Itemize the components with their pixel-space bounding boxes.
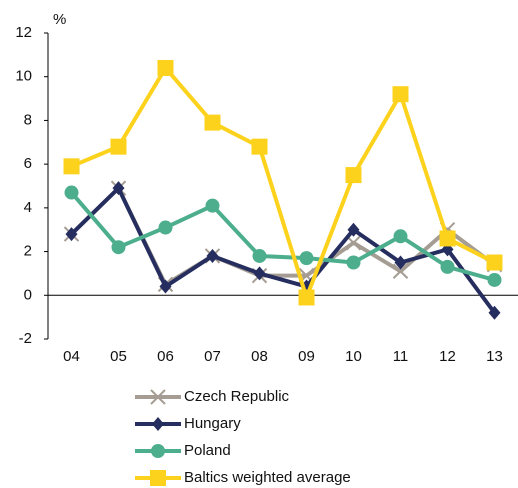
marker xyxy=(152,417,164,431)
y-tick-label: 0 xyxy=(24,286,32,303)
x-tick-label: 11 xyxy=(393,348,409,365)
marker xyxy=(206,248,219,263)
marker xyxy=(150,470,166,486)
legend-label: Hungary xyxy=(184,415,241,432)
marker xyxy=(393,229,408,244)
marker xyxy=(251,138,268,155)
y-tick-label: 10 xyxy=(15,68,32,85)
marker xyxy=(345,167,362,184)
marker xyxy=(486,254,503,271)
y-tick-label: 8 xyxy=(24,111,32,128)
series xyxy=(65,181,501,320)
marker xyxy=(252,248,267,263)
x-tick-label: 08 xyxy=(251,348,268,365)
marker xyxy=(392,86,409,103)
marker xyxy=(110,138,127,155)
marker xyxy=(392,263,409,279)
marker xyxy=(64,185,79,200)
x-tick-label: 13 xyxy=(486,348,503,365)
marker xyxy=(151,444,165,458)
marker xyxy=(347,222,360,237)
marker xyxy=(158,220,173,235)
x-tick-label: 12 xyxy=(439,348,456,365)
series xyxy=(63,59,503,306)
legend-label: Baltics weighted average xyxy=(184,469,351,486)
marker xyxy=(440,259,455,274)
x-tick-label: 04 xyxy=(63,348,80,365)
y-tick-label: -2 xyxy=(19,330,32,347)
marker xyxy=(394,255,407,270)
marker xyxy=(159,279,172,294)
y-tick-label: 4 xyxy=(24,199,32,216)
x-tick-label: 10 xyxy=(345,348,362,365)
marker xyxy=(204,114,221,131)
marker xyxy=(253,266,266,281)
series xyxy=(64,185,502,287)
x-tick-label: 05 xyxy=(110,348,127,365)
x-tick-label: 09 xyxy=(298,348,315,365)
x-tick-label: 06 xyxy=(157,348,174,365)
legend-label: Czech Republic xyxy=(184,388,290,405)
marker xyxy=(65,227,78,242)
y-tick-label: 2 xyxy=(24,243,32,260)
marker xyxy=(112,181,125,196)
line xyxy=(70,186,497,314)
marker xyxy=(157,59,174,76)
line xyxy=(70,65,496,300)
y-tick-label: 12 xyxy=(15,24,32,41)
marker xyxy=(111,240,126,255)
marker xyxy=(205,198,220,213)
marker xyxy=(439,230,456,247)
marker xyxy=(487,272,502,287)
marker xyxy=(150,389,166,405)
x-tick-label: 07 xyxy=(204,348,221,365)
marker xyxy=(63,158,80,175)
marker xyxy=(346,255,361,270)
marker xyxy=(488,305,501,320)
y-tick-label: 6 xyxy=(24,155,32,172)
line xyxy=(70,186,496,287)
y-axis-unit: % xyxy=(53,11,66,28)
marker xyxy=(299,251,314,266)
marker xyxy=(298,289,315,306)
legend-label: Poland xyxy=(184,442,231,459)
line xyxy=(69,191,496,282)
